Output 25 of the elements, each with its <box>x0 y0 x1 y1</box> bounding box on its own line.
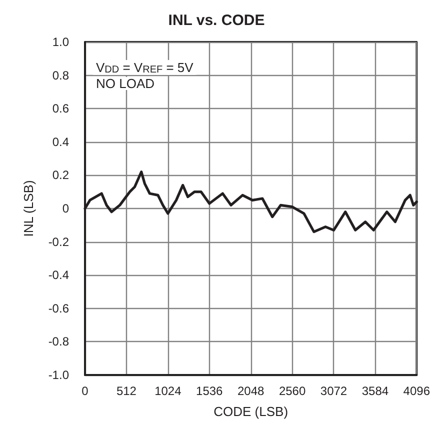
y-tick-label: 0 <box>62 202 70 216</box>
y-tick-label: -0.8 <box>48 334 70 349</box>
x-tick-label: 512 <box>116 384 137 398</box>
annotation: NO LOAD <box>96 76 155 91</box>
y-tick-label: 0.6 <box>52 102 70 116</box>
y-axis-title: INL (LSB) <box>21 180 36 237</box>
x-axis-title: CODE (LSB) <box>214 404 288 419</box>
x-tick-label: 4096 <box>403 384 430 398</box>
y-tick-label: 1.0 <box>52 35 70 49</box>
x-tick-label: 2048 <box>237 384 264 398</box>
y-tick-label: -0.4 <box>48 268 70 282</box>
annotation: VDD = VREF = 5V <box>96 60 194 76</box>
y-tick-label: -1.0 <box>48 368 70 382</box>
x-tick-label: 2560 <box>278 384 306 398</box>
y-tick-label: -0.6 <box>48 301 70 316</box>
x-tick-label: 3584 <box>362 384 389 398</box>
x-tick-label: 0 <box>82 384 89 398</box>
y-tick-label: -0.2 <box>48 234 70 249</box>
x-tick-label: 3072 <box>320 384 348 398</box>
y-tick-label: 0.4 <box>52 134 70 149</box>
y-tick-label: 0.2 <box>52 168 70 182</box>
y-tick-label: 0.8 <box>52 68 70 82</box>
chart-title: INL vs. CODE <box>168 12 265 29</box>
x-tick-label: 1536 <box>196 384 224 398</box>
x-tick-label: 1024 <box>154 384 182 398</box>
